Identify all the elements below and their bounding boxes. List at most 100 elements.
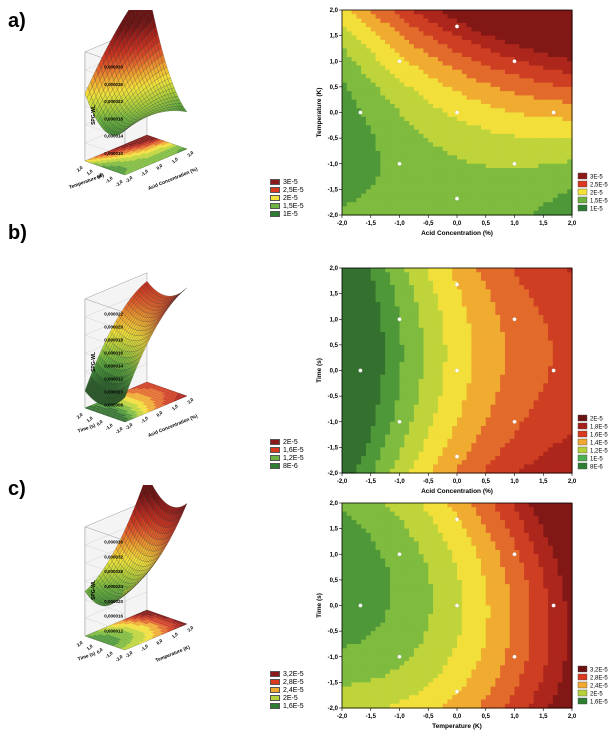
floor-cell bbox=[134, 160, 140, 163]
contour-cell bbox=[495, 112, 501, 118]
floor-cell bbox=[133, 637, 139, 640]
contour-cell bbox=[524, 129, 530, 135]
contour-cell bbox=[461, 99, 468, 105]
floor-cell bbox=[130, 146, 136, 149]
contour-cell bbox=[409, 121, 415, 126]
contour-cell bbox=[423, 39, 429, 45]
contour-cell bbox=[490, 22, 496, 28]
floor-cell bbox=[106, 411, 112, 414]
contour-cell bbox=[524, 27, 530, 32]
contour-cell bbox=[562, 69, 568, 75]
contour-cell bbox=[418, 48, 425, 54]
floor-cell bbox=[148, 148, 154, 151]
floor-cell bbox=[150, 636, 156, 639]
legend-swatch bbox=[270, 187, 280, 193]
floor-cell bbox=[133, 642, 139, 645]
contour-cell bbox=[538, 133, 544, 139]
contour-cell bbox=[533, 39, 540, 45]
floor-cell bbox=[172, 627, 178, 630]
contour-cell bbox=[428, 202, 434, 208]
floor-cell bbox=[139, 622, 145, 625]
floor-cell bbox=[135, 414, 141, 417]
contour-cell bbox=[567, 112, 573, 118]
floor-cell bbox=[121, 405, 127, 408]
contour-cell bbox=[533, 82, 540, 88]
contour-cell bbox=[480, 180, 487, 186]
contour-cell bbox=[356, 48, 362, 54]
contour-cell bbox=[418, 189, 425, 195]
floor-cell bbox=[138, 140, 144, 143]
contour-cell bbox=[543, 48, 549, 54]
contour-cell bbox=[548, 168, 554, 173]
contour-cell bbox=[442, 14, 449, 20]
contour-cell bbox=[533, 112, 540, 118]
contour-cell bbox=[346, 121, 353, 126]
contour-cell bbox=[490, 69, 496, 75]
floor-cell bbox=[147, 616, 153, 619]
contour-cell bbox=[538, 103, 544, 109]
contour-cell bbox=[528, 69, 535, 75]
floor-cell bbox=[127, 160, 133, 163]
contour-cell bbox=[342, 31, 348, 37]
floor-cell bbox=[146, 390, 152, 393]
contour-cell bbox=[346, 197, 353, 203]
contour-cell bbox=[519, 146, 525, 152]
contour-cell bbox=[375, 125, 381, 131]
contour-cell bbox=[509, 22, 516, 28]
contour-cell bbox=[557, 108, 564, 114]
floor-cell bbox=[144, 403, 150, 406]
contour-cell bbox=[442, 52, 449, 58]
contour-cell bbox=[524, 185, 530, 190]
contour-cell bbox=[495, 142, 501, 148]
contour-cell bbox=[399, 129, 405, 135]
contour-cell bbox=[543, 138, 549, 143]
contour-cell bbox=[552, 31, 559, 37]
floor-cell bbox=[100, 153, 106, 156]
contour-cell bbox=[500, 39, 506, 45]
contour-cell bbox=[524, 168, 530, 173]
contour-cell bbox=[351, 48, 357, 54]
floor-cell bbox=[119, 620, 125, 623]
floor-cell bbox=[128, 410, 134, 412]
contour-cell bbox=[370, 180, 377, 186]
floor-cell bbox=[143, 614, 149, 617]
contour-cell bbox=[485, 22, 492, 28]
contour-cell bbox=[466, 125, 472, 131]
floor-cell bbox=[131, 161, 137, 164]
contour-cell bbox=[552, 95, 559, 101]
contour-cell bbox=[385, 103, 391, 109]
floor-cell bbox=[161, 155, 167, 158]
floor-cell bbox=[100, 628, 106, 631]
floor-cell bbox=[93, 632, 99, 635]
contour-cell bbox=[476, 39, 482, 45]
floor-cell bbox=[120, 160, 126, 163]
floor-cell bbox=[164, 624, 170, 627]
contour-cell bbox=[342, 193, 348, 199]
contour-cell bbox=[389, 78, 396, 84]
contour-cell bbox=[548, 103, 554, 109]
contour-cell bbox=[476, 69, 482, 75]
contour-cell bbox=[452, 112, 458, 118]
contour-cell bbox=[385, 193, 391, 199]
floor-cell bbox=[110, 636, 116, 639]
contour-cell bbox=[457, 125, 463, 131]
contour-cell bbox=[461, 52, 468, 58]
contour-cell bbox=[485, 95, 492, 101]
floor-cell bbox=[139, 385, 145, 388]
contour-cell bbox=[457, 48, 463, 54]
contour-cell bbox=[428, 82, 434, 88]
contour-cell bbox=[461, 142, 468, 148]
contour-cell bbox=[519, 180, 525, 186]
contour-cell bbox=[437, 146, 444, 152]
floor-cell bbox=[133, 404, 139, 407]
contour-cell bbox=[433, 31, 439, 37]
contour-cell bbox=[447, 48, 453, 54]
contour-cell bbox=[519, 159, 525, 165]
contour-cell bbox=[538, 116, 544, 122]
contour-cell bbox=[370, 52, 377, 58]
contour-cell bbox=[466, 163, 472, 169]
contour-cell bbox=[385, 31, 391, 37]
contour-cell bbox=[461, 197, 468, 203]
contour-cell bbox=[413, 142, 420, 148]
contour-cell bbox=[476, 202, 482, 208]
